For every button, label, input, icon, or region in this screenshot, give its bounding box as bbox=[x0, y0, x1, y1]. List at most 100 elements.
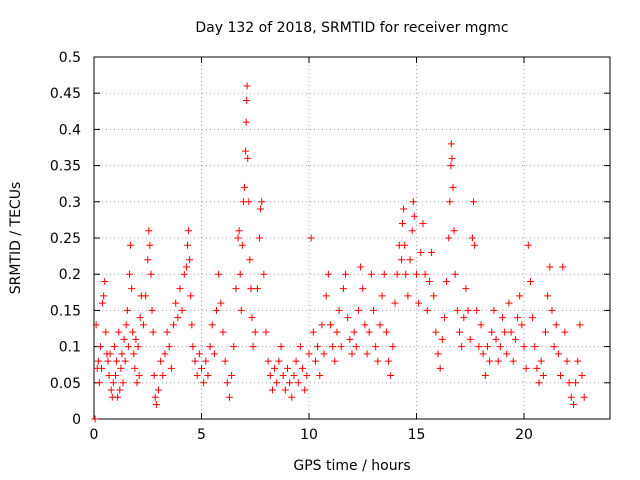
data-point bbox=[268, 386, 276, 394]
data-point bbox=[535, 379, 543, 387]
data-point bbox=[208, 321, 216, 329]
data-point bbox=[559, 263, 567, 271]
data-point bbox=[305, 350, 313, 358]
data-point bbox=[238, 241, 246, 249]
plot-frame bbox=[93, 56, 611, 420]
data-point bbox=[118, 350, 126, 358]
data-point bbox=[408, 227, 416, 235]
data-point bbox=[449, 183, 457, 191]
data-point bbox=[473, 306, 481, 314]
data-point bbox=[116, 386, 124, 394]
data-point bbox=[127, 241, 135, 249]
data-point bbox=[264, 357, 272, 365]
data-point bbox=[262, 328, 270, 336]
y-tick-label: 0.5 bbox=[59, 50, 81, 66]
data-point bbox=[206, 343, 214, 351]
data-point bbox=[529, 314, 537, 322]
data-point bbox=[288, 393, 296, 401]
data-point bbox=[260, 270, 268, 278]
data-point bbox=[477, 321, 485, 329]
data-point bbox=[150, 372, 158, 380]
data-point bbox=[546, 263, 554, 271]
data-point bbox=[307, 234, 315, 242]
data-point bbox=[314, 343, 322, 351]
chart-title: Day 132 of 2018, SRMTID for receiver mgm… bbox=[195, 20, 508, 36]
data-point bbox=[204, 372, 212, 380]
data-point bbox=[462, 285, 470, 293]
data-point bbox=[219, 328, 227, 336]
y-tick-label: 0.15 bbox=[50, 303, 81, 319]
data-point bbox=[486, 357, 494, 365]
data-point bbox=[318, 321, 326, 329]
data-point bbox=[296, 343, 304, 351]
data-point bbox=[121, 357, 129, 365]
data-point bbox=[266, 372, 274, 380]
data-point bbox=[172, 299, 180, 307]
data-point bbox=[165, 343, 173, 351]
data-point bbox=[120, 335, 128, 343]
data-point bbox=[213, 306, 221, 314]
data-point bbox=[133, 379, 141, 387]
x-tick-label: 0 bbox=[90, 427, 99, 443]
data-point bbox=[243, 96, 251, 104]
data-point bbox=[248, 314, 256, 322]
data-point bbox=[187, 292, 195, 300]
data-point bbox=[174, 314, 182, 322]
data-point bbox=[147, 270, 155, 278]
data-point bbox=[96, 343, 104, 351]
data-point bbox=[284, 364, 291, 372]
data-point bbox=[481, 372, 489, 380]
data-point bbox=[182, 263, 190, 271]
data-point bbox=[399, 220, 407, 228]
data-point bbox=[505, 299, 513, 307]
data-point bbox=[243, 82, 251, 90]
data-point bbox=[247, 285, 255, 293]
data-point bbox=[387, 372, 395, 380]
data-point bbox=[292, 357, 300, 365]
tick-labels: 0 5 10 15 20 0 0.05 0.1 0.15 0.2 0.25 0.3 0.35 0.4 0.4… bbox=[50, 50, 533, 443]
data-point bbox=[329, 343, 337, 351]
data-point bbox=[275, 357, 283, 365]
data-point bbox=[557, 372, 565, 380]
data-point bbox=[163, 328, 171, 336]
data-point bbox=[253, 285, 261, 293]
data-point bbox=[514, 314, 522, 322]
data-point bbox=[102, 328, 110, 336]
data-point bbox=[128, 285, 136, 293]
data-point bbox=[124, 343, 132, 351]
data-point bbox=[335, 306, 343, 314]
data-point bbox=[92, 321, 100, 329]
data-point bbox=[185, 227, 193, 235]
data-point bbox=[522, 364, 530, 372]
data-point bbox=[152, 401, 160, 409]
data-point bbox=[136, 314, 144, 322]
data-point bbox=[496, 343, 504, 351]
data-point bbox=[410, 212, 418, 220]
data-point bbox=[155, 386, 162, 394]
data-point bbox=[499, 314, 506, 322]
data-point bbox=[245, 198, 253, 206]
data-point bbox=[109, 379, 117, 387]
data-point bbox=[576, 321, 584, 329]
data-point bbox=[95, 379, 103, 387]
data-point bbox=[428, 248, 436, 256]
data-point bbox=[367, 270, 375, 278]
data-point bbox=[430, 292, 438, 300]
data-point bbox=[189, 343, 197, 351]
data-point bbox=[139, 321, 147, 329]
data-point bbox=[273, 379, 281, 387]
data-point bbox=[188, 321, 196, 329]
data-point bbox=[242, 118, 250, 126]
data-point bbox=[215, 270, 223, 278]
data-point bbox=[544, 292, 552, 300]
data-point bbox=[94, 357, 102, 365]
data-point bbox=[511, 335, 519, 343]
data-point bbox=[225, 393, 233, 401]
data-point bbox=[378, 292, 386, 300]
y-tick-label: 0.1 bbox=[59, 340, 81, 356]
data-point bbox=[228, 372, 236, 380]
data-point bbox=[537, 357, 545, 365]
data-point bbox=[479, 350, 487, 358]
data-point bbox=[99, 299, 107, 307]
